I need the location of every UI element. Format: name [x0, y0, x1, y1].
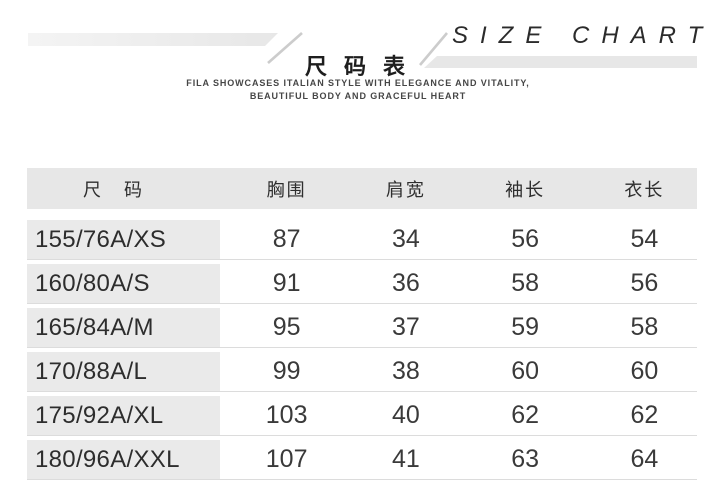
table-row: 165/84A/M 95 37 59 58	[27, 308, 697, 348]
shoulder-cell: 41	[391, 445, 420, 473]
size-cell: 165/84A/M	[27, 308, 220, 347]
sleeve-cell: 62	[511, 401, 540, 429]
brand-tagline: FILA SHOWCASES ITALIAN STYLE WITH ELEGAN…	[0, 77, 716, 102]
sleeve-cell: 58	[511, 269, 540, 297]
chest-cell: 87	[272, 225, 301, 253]
length-cell: 62	[630, 401, 659, 429]
table-row: 180/96A/XXL 107 41 63 64	[27, 440, 697, 480]
sleeve-cell: 60	[511, 357, 540, 385]
shoulder-cell: 38	[391, 357, 420, 385]
column-header-length: 衣长	[624, 179, 665, 200]
sleeve-cell: 63	[511, 445, 540, 473]
tagline-line-1: FILA SHOWCASES ITALIAN STYLE WITH ELEGAN…	[186, 78, 530, 88]
page-title-chinese: 尺码表	[305, 54, 423, 79]
shoulder-cell: 40	[391, 401, 420, 429]
length-cell: 54	[630, 225, 659, 253]
size-cell: 175/92A/XL	[27, 396, 220, 435]
size-cell: 155/76A/XS	[27, 220, 220, 259]
table-body: 155/76A/XS 87 34 56 54 160/80A/S 91 36 5…	[27, 220, 697, 480]
size-cell: 160/80A/S	[27, 264, 220, 303]
length-cell: 64	[630, 445, 659, 473]
length-cell: 60	[630, 357, 659, 385]
chest-cell: 95	[272, 313, 301, 341]
shoulder-cell: 34	[391, 225, 420, 253]
table-row: 160/80A/S 91 36 58 56	[27, 264, 697, 304]
decorative-bar-left	[28, 33, 278, 46]
table-row: 155/76A/XS 87 34 56 54	[27, 220, 697, 260]
tagline-line-2: BEAUTIFUL BODY AND GRACEFUL HEART	[249, 90, 467, 101]
table-row: 170/88A/L 99 38 60 60	[27, 352, 697, 392]
size-cell: 180/96A/XXL	[27, 440, 220, 479]
chest-cell: 103	[265, 401, 308, 429]
chest-cell: 99	[272, 357, 301, 385]
sleeve-cell: 59	[511, 313, 540, 341]
length-cell: 58	[630, 313, 659, 341]
decorative-bar-right	[424, 56, 697, 68]
diagonal-slash-left-icon	[267, 32, 303, 64]
column-header-size: 尺 码	[83, 179, 152, 200]
shoulder-cell: 37	[391, 313, 420, 341]
size-cell: 170/88A/L	[27, 352, 220, 391]
size-table: 尺 码 胸围 肩宽 袖长 衣长 155/76A/XS 87 34 56 54 1…	[27, 168, 697, 480]
table-row: 175/92A/XL 103 40 62 62	[27, 396, 697, 436]
shoulder-cell: 36	[391, 269, 420, 297]
page-title-english: SIZE CHART	[452, 22, 715, 49]
chest-cell: 91	[272, 269, 301, 297]
column-header-chest: 胸围	[266, 179, 307, 200]
diagonal-slash-right-icon	[419, 32, 448, 66]
table-header-row: 尺 码 胸围 肩宽 袖长 衣长	[27, 168, 697, 209]
column-header-sleeve: 袖长	[505, 179, 546, 200]
column-header-shoulder: 肩宽	[385, 179, 426, 200]
chest-cell: 107	[265, 445, 308, 473]
length-cell: 56	[630, 269, 659, 297]
sleeve-cell: 56	[511, 225, 540, 253]
